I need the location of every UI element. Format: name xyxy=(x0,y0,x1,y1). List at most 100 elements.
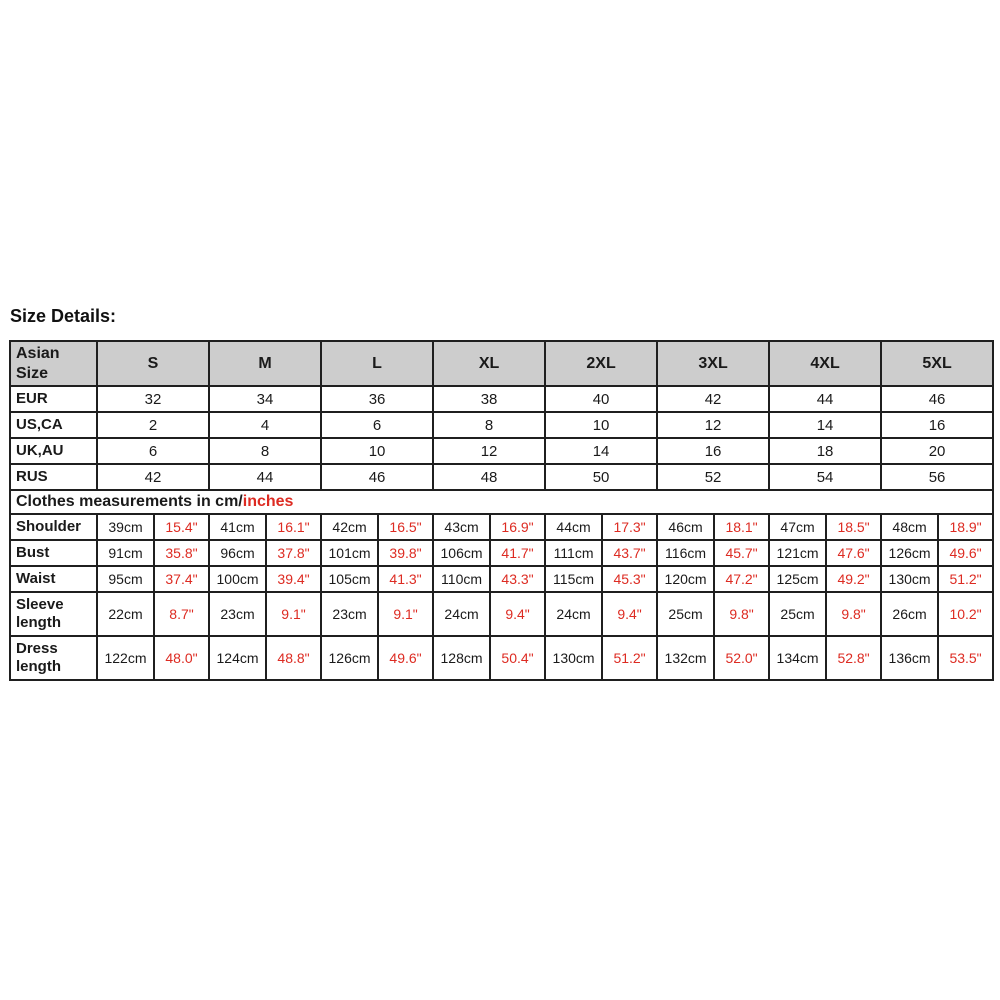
cm-value-cell: 126cm xyxy=(880,539,940,567)
size-value-cell: 40 xyxy=(544,385,659,413)
size-value-cell: 34 xyxy=(208,385,323,413)
size-column-header: S xyxy=(95,340,211,387)
inches-value-cell: 49.6" xyxy=(377,635,435,681)
cm-value-cell: 95cm xyxy=(96,565,155,593)
size-column-header: L xyxy=(320,340,435,387)
size-value-cell: 14 xyxy=(544,437,659,465)
measurement-row: Dress length 122cm 48.0" 124cm 48.8" 126cm 49.… xyxy=(9,635,995,681)
cm-value-cell: 111cm xyxy=(544,539,604,567)
size-value-cell: 18 xyxy=(768,437,883,465)
inches-value-cell: 41.3" xyxy=(377,565,435,593)
size-details-section: Size Details: Asian Size S M L XL 2XL 3XL 4XL 5X… xyxy=(8,306,995,681)
conversion-row: UK,AU 6 8 10 12 14 16 18 20 xyxy=(9,437,995,465)
inches-value-cell: 8.7" xyxy=(152,591,211,637)
cm-value-cell: 22cm xyxy=(96,591,155,637)
page-title: Size Details: xyxy=(10,306,117,326)
inches-value-cell: 47.2" xyxy=(713,565,771,593)
size-chart-table: Asian Size S M L XL 2XL 3XL 4XL 5XL EUR 32 34 36 38 40… xyxy=(8,340,995,681)
inches-value-cell: 51.2" xyxy=(601,635,659,681)
cm-value-cell: 91cm xyxy=(96,539,155,567)
size-value-cell: 6 xyxy=(95,437,211,465)
cm-value-cell: 101cm xyxy=(320,539,380,567)
row-label: UK,AU xyxy=(9,437,98,465)
conversion-row: EUR 32 34 36 38 40 42 44 46 xyxy=(9,385,995,413)
row-label: Bust xyxy=(9,539,98,567)
size-value-cell: 42 xyxy=(95,463,211,491)
cm-value-cell: 116cm xyxy=(656,539,716,567)
size-value-cell: 32 xyxy=(95,385,211,413)
size-value-cell: 14 xyxy=(768,411,883,439)
inches-value-cell: 43.3" xyxy=(489,565,547,593)
size-value-cell: 8 xyxy=(208,437,323,465)
cm-value-cell: 25cm xyxy=(768,591,828,637)
size-value-cell: 12 xyxy=(656,411,771,439)
size-column-header: 2XL xyxy=(544,340,659,387)
note-text-cm: Clothes measurements in cm/ xyxy=(16,493,243,510)
size-value-cell: 56 xyxy=(880,463,995,491)
cm-value-cell: 39cm xyxy=(96,513,155,541)
size-value-cell: 6 xyxy=(320,411,435,439)
cm-value-cell: 24cm xyxy=(432,591,492,637)
size-value-cell: 8 xyxy=(432,411,547,439)
cm-value-cell: 25cm xyxy=(656,591,716,637)
cm-value-cell: 132cm xyxy=(656,635,716,681)
size-column-header: XL xyxy=(432,340,547,387)
cm-value-cell: 126cm xyxy=(320,635,380,681)
cm-value-cell: 128cm xyxy=(432,635,492,681)
size-value-cell: 50 xyxy=(544,463,659,491)
inches-value-cell: 16.5" xyxy=(377,513,435,541)
row-label: EUR xyxy=(9,385,98,413)
inches-value-cell: 16.1" xyxy=(265,513,323,541)
size-value-cell: 46 xyxy=(320,463,435,491)
row-label: Sleeve length xyxy=(9,591,98,637)
inches-value-cell: 9.1" xyxy=(265,591,323,637)
cm-value-cell: 23cm xyxy=(208,591,268,637)
measurement-row: Bust 91cm 35.8" 96cm 37.8" 101cm 39.8" 106cm 41.… xyxy=(9,539,995,567)
cm-value-cell: 96cm xyxy=(208,539,268,567)
size-value-cell: 48 xyxy=(432,463,547,491)
cm-value-cell: 41cm xyxy=(208,513,268,541)
cm-value-cell: 47cm xyxy=(768,513,828,541)
row-label: Shoulder xyxy=(9,513,98,541)
cm-value-cell: 124cm xyxy=(208,635,268,681)
cm-value-cell: 42cm xyxy=(320,513,380,541)
cm-value-cell: 130cm xyxy=(880,565,940,593)
cm-value-cell: 26cm xyxy=(880,591,940,637)
inches-value-cell: 52.8" xyxy=(825,635,883,681)
inches-value-cell: 39.8" xyxy=(377,539,435,567)
row-label: US,CA xyxy=(9,411,98,439)
size-value-cell: 20 xyxy=(880,437,995,465)
inches-value-cell: 51.2" xyxy=(937,565,995,593)
cm-value-cell: 106cm xyxy=(432,539,492,567)
inches-value-cell: 48.0" xyxy=(152,635,211,681)
cm-value-cell: 23cm xyxy=(320,591,380,637)
cm-value-cell: 121cm xyxy=(768,539,828,567)
size-value-cell: 16 xyxy=(656,437,771,465)
size-value-cell: 12 xyxy=(432,437,547,465)
row-label: Dress length xyxy=(9,635,98,681)
cm-value-cell: 120cm xyxy=(656,565,716,593)
inches-value-cell: 9.8" xyxy=(713,591,771,637)
inches-value-cell: 39.4" xyxy=(265,565,323,593)
size-value-cell: 4 xyxy=(208,411,323,439)
cm-value-cell: 46cm xyxy=(656,513,716,541)
inches-value-cell: 45.3" xyxy=(601,565,659,593)
conversion-row: RUS 42 44 46 48 50 52 54 56 xyxy=(9,463,995,491)
row-label: RUS xyxy=(9,463,98,491)
inches-value-cell: 37.8" xyxy=(265,539,323,567)
cm-value-cell: 130cm xyxy=(544,635,604,681)
inches-value-cell: 17.3" xyxy=(601,513,659,541)
inches-value-cell: 49.6" xyxy=(937,539,995,567)
cm-value-cell: 134cm xyxy=(768,635,828,681)
inches-value-cell: 52.0" xyxy=(713,635,771,681)
asian-size-header: Asian Size xyxy=(9,340,98,387)
inches-value-cell: 9.4" xyxy=(489,591,547,637)
inches-value-cell: 47.6" xyxy=(825,539,883,567)
inches-value-cell: 41.7" xyxy=(489,539,547,567)
size-column-header: 4XL xyxy=(768,340,883,387)
size-value-cell: 16 xyxy=(880,411,995,439)
cm-value-cell: 105cm xyxy=(320,565,380,593)
cm-value-cell: 48cm xyxy=(880,513,940,541)
inches-value-cell: 10.2" xyxy=(937,591,995,637)
size-value-cell: 10 xyxy=(320,437,435,465)
